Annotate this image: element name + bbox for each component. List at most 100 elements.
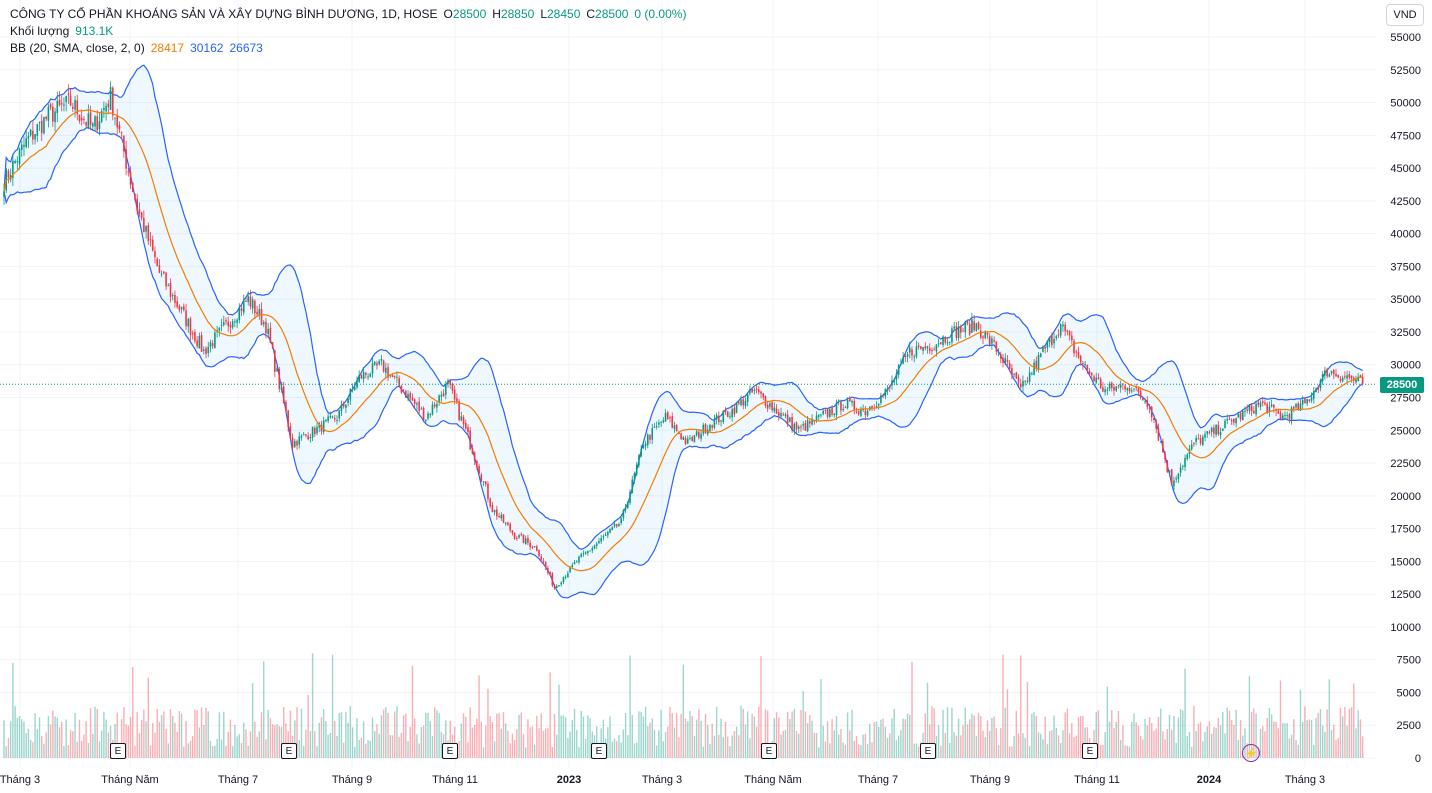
volume-bar [607,727,609,758]
volume-bar [824,741,827,758]
last-price-label: 28500 [1380,377,1424,393]
volume-bar [758,706,760,758]
candle-body [875,406,878,408]
candle-body [174,294,176,303]
candle-body [118,124,121,130]
candle-body [1295,403,1297,408]
candle-body [262,322,265,325]
volume-bar [402,715,405,758]
candle-body [1075,351,1078,353]
candle-body [538,550,540,557]
earnings-event-marker[interactable]: E [281,743,297,759]
price-tick-label: 0 [1415,753,1421,765]
volume-bar [18,716,21,758]
volume-bar [1155,728,1157,758]
candle-body [331,416,334,418]
candle-body [234,321,236,323]
volume-bar [36,729,38,758]
volume-bar [1144,718,1146,758]
earnings-event-marker[interactable]: E [442,743,458,759]
candle-body [804,423,807,431]
lightning-icon[interactable]: ⚡ [1242,744,1260,762]
candle-body [564,576,567,578]
volume-bar [733,731,736,758]
currency-button[interactable]: VND [1386,4,1424,26]
candle-body [1348,374,1351,378]
volume-bar [997,745,1000,758]
volume-bar [336,735,338,758]
candle-body [171,295,174,297]
earnings-event-marker[interactable]: E [591,743,607,759]
volume-bar [398,736,400,758]
candle-body [622,510,625,518]
volume-bar [320,717,323,758]
volume-bar [1264,731,1266,758]
candle-body [533,546,536,548]
price-tick-label: 12500 [1390,589,1421,601]
volume-bar [522,734,525,758]
earnings-event-marker[interactable]: E [761,743,777,759]
volume-bar [664,731,667,758]
candle-body [975,323,978,331]
volume-bar [269,718,272,758]
candle-body [1059,324,1062,336]
volume-bar [329,733,332,758]
volume-bar [440,731,443,758]
candle-body [984,331,987,339]
volume-bar [1288,738,1291,758]
volume-bar [1057,735,1060,758]
candle-body [429,414,432,416]
volume-bar [103,711,105,758]
candle-body [971,319,973,333]
volume-bar [360,737,363,758]
volume-bar [1048,731,1051,758]
legend-volume-row[interactable]: Khối lượng 913.1K [10,23,686,40]
time-tick-label: Tháng 7 [858,774,898,786]
candle-body [560,582,563,585]
candle-body [833,413,836,415]
volume-bar [351,727,354,758]
candle-body [1071,335,1073,341]
volume-bar [1328,679,1331,758]
candle-body [1128,387,1131,392]
volume-bar [1017,733,1020,758]
candle-body [926,346,929,349]
earnings-event-marker[interactable]: E [110,743,126,759]
volume-bar [1042,739,1044,758]
price-tick-label: 10000 [1390,622,1421,634]
earnings-event-marker[interactable]: E [920,743,936,759]
candle-body [38,121,41,123]
candle-body [1148,407,1151,409]
candle-body [500,514,503,519]
earnings-event-marker[interactable]: E [1082,743,1098,759]
candle-body [607,531,609,536]
volume-bar [1164,739,1166,758]
volume-bar [1013,735,1015,758]
volume-bar [822,725,824,758]
volume-bar [1131,721,1133,758]
time-tick-label: Tháng 9 [332,774,372,786]
candle-body [682,436,685,440]
volume-bar [897,735,900,758]
volume-bar [189,740,192,758]
candle-body [80,117,83,121]
volume-bar [949,742,951,758]
legend-bb-row[interactable]: BB (20, SMA, close, 2, 0) 28417 30162 26… [10,40,686,57]
volume-bar [243,722,245,758]
candle-body [893,380,896,383]
candle-body [1053,338,1055,344]
candle-body [1108,383,1111,389]
volume-bar [1333,724,1335,758]
candle-body [147,225,150,241]
volume-bar [662,741,665,758]
volume-bar [846,712,849,758]
volume-bar [1310,719,1313,758]
candle-body [1146,400,1149,407]
volume-bar [81,740,83,758]
volume-bar [1151,722,1153,758]
volume-bar [1115,721,1117,758]
candle-body [1326,369,1328,377]
volume-bar [160,715,163,758]
candle-body [1328,374,1331,377]
